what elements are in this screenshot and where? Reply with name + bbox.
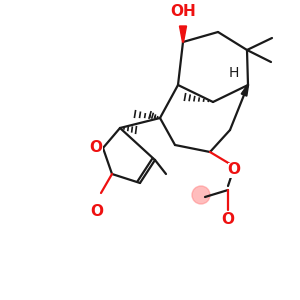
Text: O: O xyxy=(89,140,103,154)
Polygon shape xyxy=(241,85,248,96)
Text: O: O xyxy=(91,203,103,218)
Circle shape xyxy=(192,186,210,204)
Polygon shape xyxy=(179,26,187,42)
Text: O: O xyxy=(221,212,235,226)
Text: H: H xyxy=(229,66,239,80)
Text: OH: OH xyxy=(170,4,196,20)
Text: O: O xyxy=(227,163,241,178)
